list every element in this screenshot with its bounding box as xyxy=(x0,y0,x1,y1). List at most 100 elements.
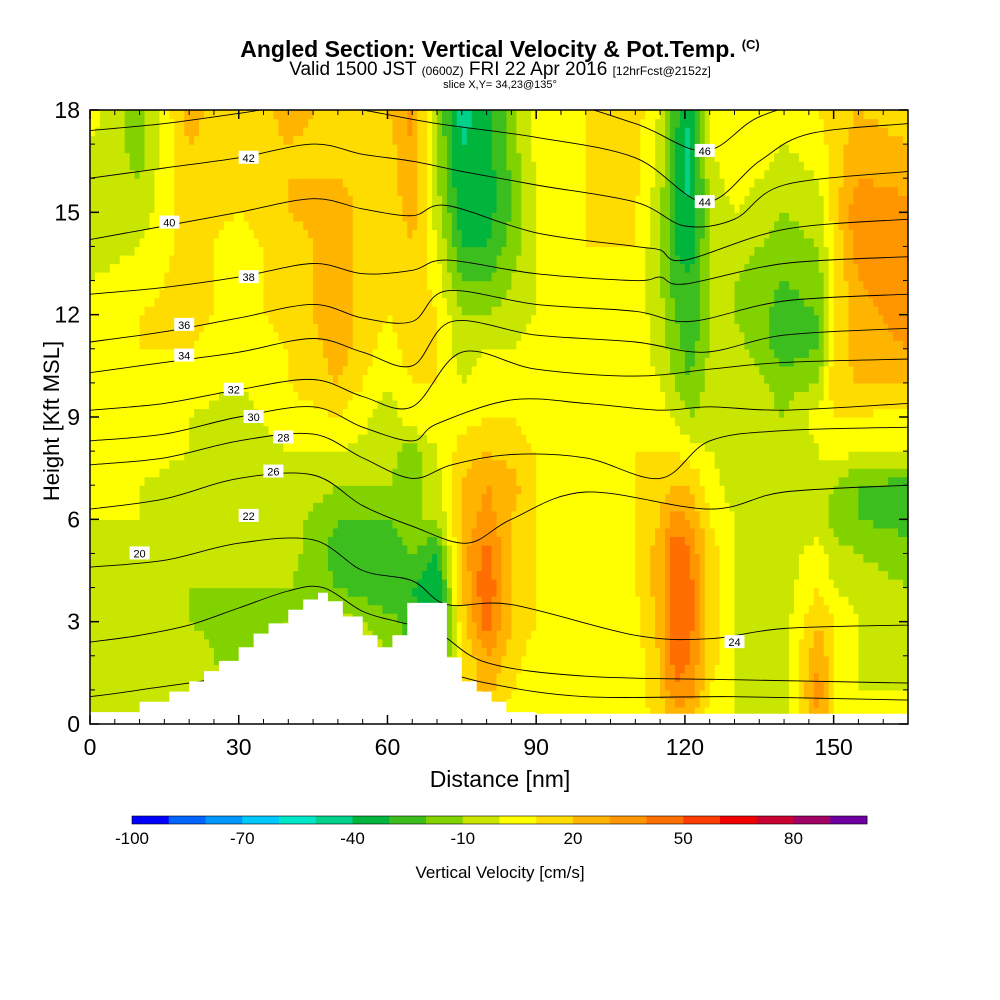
w-field-cell xyxy=(456,118,473,128)
w-field-cell xyxy=(694,681,706,691)
w-field-cell xyxy=(843,161,908,171)
colorbar-swatch xyxy=(609,816,647,824)
w-field-cell xyxy=(670,195,676,205)
w-field-cell xyxy=(90,579,294,589)
w-field-cell xyxy=(858,178,874,188)
w-field-cell xyxy=(451,161,493,171)
w-field-cell xyxy=(491,493,517,503)
w-field-cell xyxy=(446,263,458,273)
w-field-cell xyxy=(714,672,736,682)
w-field-cell xyxy=(699,289,711,299)
w-field-cell xyxy=(694,613,701,623)
w-field-cell xyxy=(90,536,304,546)
w-field-cell xyxy=(412,127,418,137)
w-field-cell xyxy=(898,527,908,537)
w-field-cell xyxy=(873,519,908,529)
w-field-cell xyxy=(90,161,131,171)
w-field-cell xyxy=(521,169,537,179)
w-field-cell xyxy=(789,621,805,631)
w-field-cell xyxy=(828,195,840,205)
w-field-cell xyxy=(699,161,706,171)
isentrope-label-32: 32 xyxy=(228,385,240,397)
w-field-cell xyxy=(451,229,463,239)
w-field-cell xyxy=(466,127,493,137)
w-field-cell xyxy=(689,647,701,657)
w-field-cell xyxy=(332,374,339,384)
w-field-cell xyxy=(441,476,453,486)
w-field-cell xyxy=(516,144,532,154)
w-field-cell xyxy=(674,169,686,179)
w-field-cell xyxy=(90,331,141,341)
w-field-cell xyxy=(90,468,161,478)
w-field-cell xyxy=(402,212,418,222)
w-field-cell xyxy=(878,561,908,572)
w-field-cell xyxy=(660,280,671,290)
w-field-cell xyxy=(853,195,908,205)
w-field-cell xyxy=(694,672,706,682)
w-field-cell xyxy=(90,434,190,444)
w-field-cell xyxy=(699,561,706,572)
w-field-cell xyxy=(90,681,235,691)
w-field-cell xyxy=(501,561,512,572)
w-field-cell xyxy=(704,382,770,393)
w-field-cell xyxy=(461,135,468,145)
w-field-cell xyxy=(446,561,453,572)
w-field-cell xyxy=(699,587,706,597)
w-field-cell xyxy=(288,374,334,384)
w-field-cell xyxy=(521,212,537,222)
w-field-cell xyxy=(496,169,512,179)
isentrope-label-36: 36 xyxy=(178,320,190,332)
w-field-cell xyxy=(521,203,537,213)
w-field-cell xyxy=(352,246,428,256)
w-field-cell xyxy=(456,434,527,444)
w-field-cell xyxy=(397,459,423,469)
w-field-cell xyxy=(734,681,790,691)
w-field-cell xyxy=(456,195,498,205)
w-field-cell xyxy=(665,544,671,555)
w-field-cell xyxy=(342,408,374,418)
w-field-cell xyxy=(536,289,646,299)
w-field-cell xyxy=(90,289,161,299)
w-field-cell xyxy=(90,246,136,256)
w-field-cell xyxy=(501,613,512,623)
w-field-cell xyxy=(645,272,661,282)
w-field-cell xyxy=(263,417,369,427)
w-field-cell xyxy=(828,681,835,691)
w-field-cell xyxy=(427,220,433,230)
w-field-cell xyxy=(213,280,265,290)
w-field-cell xyxy=(427,195,433,205)
w-field-cell xyxy=(585,237,636,248)
w-field-cell xyxy=(823,647,835,657)
w-field-cell xyxy=(789,613,805,623)
w-field-cell xyxy=(437,110,443,120)
w-field-cell xyxy=(357,434,428,444)
w-field-cell xyxy=(367,365,408,375)
w-field-cell xyxy=(476,357,651,367)
w-field-cell xyxy=(769,306,815,316)
w-field-cell xyxy=(655,630,666,640)
w-field-cell xyxy=(347,348,374,358)
w-field-cell xyxy=(481,502,493,512)
w-field-cell xyxy=(853,544,908,555)
w-field-cell xyxy=(511,527,537,537)
w-field-cell xyxy=(461,638,473,648)
w-field-cell xyxy=(739,203,825,213)
w-field-cell xyxy=(808,647,825,657)
w-field-cell xyxy=(808,655,830,665)
w-field-cell xyxy=(803,613,835,623)
w-field-cell xyxy=(670,561,691,572)
w-field-cell xyxy=(491,144,508,154)
w-field-cell xyxy=(774,220,800,230)
w-field-cell xyxy=(645,681,661,691)
w-field-cell xyxy=(392,468,423,478)
w-field-cell xyxy=(645,254,661,265)
w-field-cell xyxy=(670,604,696,614)
w-field-cell xyxy=(655,144,666,154)
w-field-cell xyxy=(709,178,726,188)
w-field-cell xyxy=(427,434,458,444)
w-field-cell xyxy=(828,519,874,529)
w-field-cell xyxy=(189,613,289,623)
w-field-cell xyxy=(347,587,413,597)
w-field-cell xyxy=(456,357,478,367)
